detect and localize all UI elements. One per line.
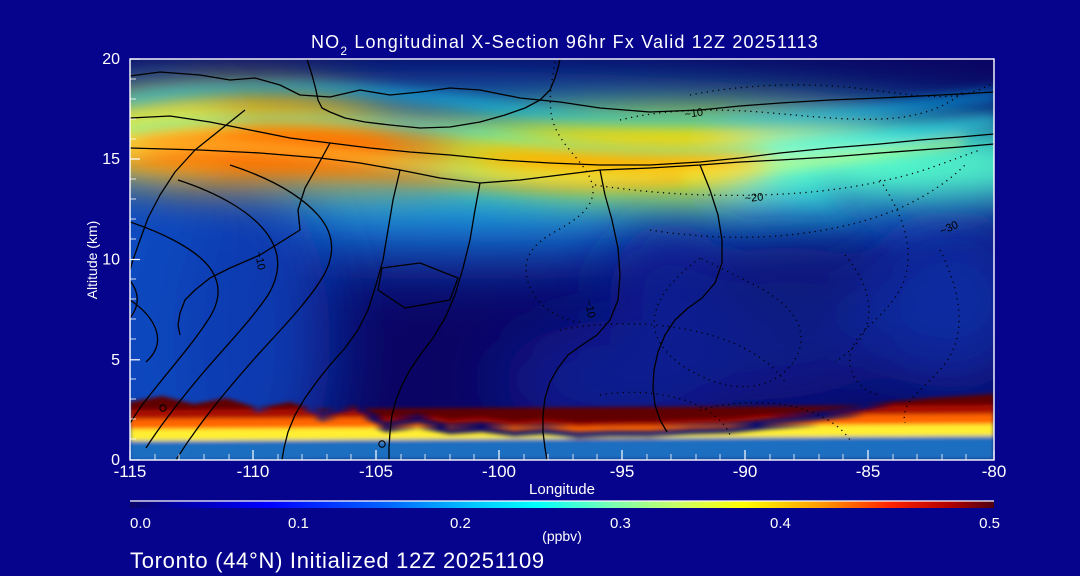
svg-text:~20: ~20 bbox=[39, 339, 59, 353]
svg-text:0.3: 0.3 bbox=[610, 515, 631, 532]
svg-text:NO2 Longitudinal X-Section 96h: NO2 Longitudinal X-Section 96hr Fx Valid… bbox=[311, 32, 819, 58]
svg-text:Longitude: Longitude bbox=[529, 481, 595, 498]
svg-text:-115: -115 bbox=[114, 462, 147, 481]
svg-text:-100: -100 bbox=[482, 462, 516, 481]
svg-text:0.4: 0.4 bbox=[770, 515, 791, 532]
svg-text:Toronto (44°N) Initialized 12Z: Toronto (44°N) Initialized 12Z 20251109 bbox=[130, 548, 545, 573]
svg-text:5: 5 bbox=[111, 352, 120, 369]
svg-text:-95: -95 bbox=[610, 462, 635, 481]
svg-text:~20: ~20 bbox=[744, 191, 764, 205]
svg-text:0.5: 0.5 bbox=[979, 515, 1000, 532]
svg-text:(ppbv): (ppbv) bbox=[542, 528, 582, 544]
svg-text:15: 15 bbox=[102, 151, 120, 168]
svg-text:10: 10 bbox=[102, 252, 120, 269]
svg-text:-90: -90 bbox=[733, 462, 758, 481]
svg-text:20: 20 bbox=[102, 51, 120, 68]
svg-text:-105: -105 bbox=[359, 462, 393, 481]
svg-text:-110: -110 bbox=[237, 462, 270, 481]
svg-text:0.1: 0.1 bbox=[288, 515, 309, 532]
svg-text:Altitude (km): Altitude (km) bbox=[84, 221, 100, 300]
svg-text:0.2: 0.2 bbox=[450, 515, 471, 532]
svg-text:-80: -80 bbox=[982, 462, 1007, 481]
svg-text:0.0: 0.0 bbox=[130, 515, 151, 532]
svg-text:-85: -85 bbox=[856, 462, 881, 481]
